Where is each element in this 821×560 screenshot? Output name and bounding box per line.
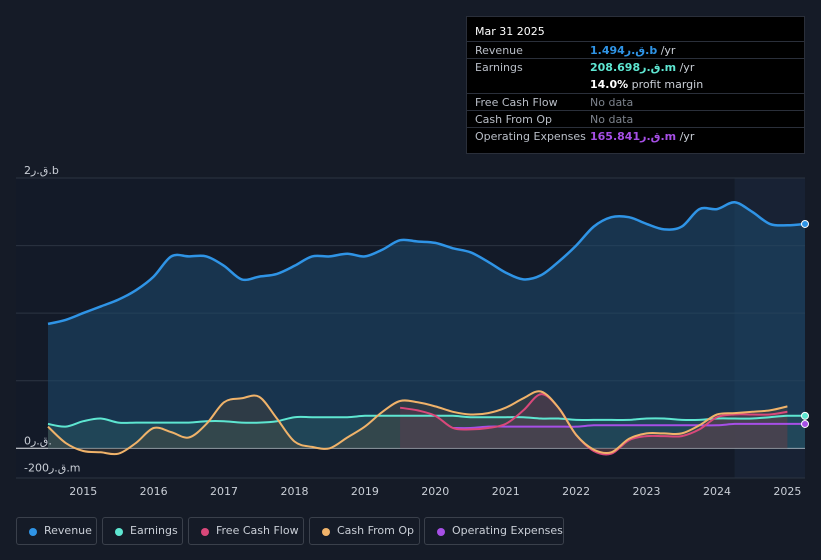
revenue-area <box>48 202 805 449</box>
legend-item-operating-expenses[interactable]: Operating Expenses <box>424 517 564 545</box>
x-axis-label: 2019 <box>351 485 379 498</box>
tooltip-date: Mar 31 2025 <box>475 25 545 38</box>
tooltip-label: Cash From Op <box>475 113 553 126</box>
legend-item-revenue[interactable]: Revenue <box>16 517 97 545</box>
tooltip-value: 1.494ق.ر.b <box>590 44 658 57</box>
operating-expenses-line <box>452 422 805 430</box>
operating-expenses-dot-icon <box>437 528 445 536</box>
legend-label: Free Cash Flow <box>216 524 299 537</box>
x-axis-label: 2018 <box>280 485 308 498</box>
legend-label: Revenue <box>44 524 92 537</box>
legend-item-earnings[interactable]: Earnings <box>102 517 183 545</box>
revenue-end-marker <box>801 219 809 228</box>
tooltip-value: 165.841ق.ر.m <box>590 130 677 143</box>
tooltip-unit: /yr <box>676 61 695 74</box>
tooltip-value: No data <box>590 96 634 109</box>
tooltip-row-free-cash-flow: Free Cash Flow No data <box>467 93 804 111</box>
operating-expenses-end-marker <box>801 419 809 428</box>
x-axis-label: 2021 <box>492 485 520 498</box>
legend-label: Cash From Op <box>337 524 415 537</box>
cash-from-op-area <box>48 391 788 455</box>
tooltip-row-revenue: Revenue 1.494ق.ر.b /yr <box>467 41 804 59</box>
free-cash-flow-line <box>399 393 788 456</box>
x-axis-label: 2024 <box>703 485 731 498</box>
free-cash-flow-dot-icon <box>201 528 209 536</box>
tooltip-label: Earnings <box>475 61 523 74</box>
cash-from-op-dot-icon <box>322 528 330 536</box>
tooltip-label: Free Cash Flow <box>475 96 558 109</box>
free-cash-flow-area <box>400 394 788 455</box>
profit-margin-label: profit margin <box>628 78 704 91</box>
tooltip-row-operating-expenses: Operating Expenses 165.841ق.ر.m /yr <box>467 127 804 145</box>
x-axis-label: 2023 <box>633 485 661 498</box>
profit-margin: 14.0% profit margin <box>590 78 703 91</box>
tooltip-label: Operating Expenses <box>475 130 586 143</box>
tooltip-unit: /yr <box>657 44 676 57</box>
x-axis-label: 2016 <box>140 485 168 498</box>
tooltip-unit: /yr <box>676 130 695 143</box>
legend-label: Earnings <box>130 524 178 537</box>
x-axis-label: 2022 <box>562 485 590 498</box>
profit-margin-value: 14.0% <box>590 78 629 91</box>
legend-item-free-cash-flow[interactable]: Free Cash Flow <box>188 517 304 545</box>
revenue-dot-icon <box>29 528 37 536</box>
x-axis-label: 2015 <box>69 485 97 498</box>
data-tooltip: Mar 31 2025 Revenue 1.494ق.ر.b /yr Earni… <box>466 16 805 154</box>
cash-from-op-line <box>47 390 788 456</box>
tooltip-value: 208.698ق.ر.m <box>590 61 677 74</box>
earnings-line <box>47 414 806 428</box>
y-axis-label: 0ق.ر. <box>24 434 52 447</box>
tooltip-label: Revenue <box>475 44 523 57</box>
x-axis-label: 2017 <box>210 485 238 498</box>
y-axis-label: 2ق.ر.b <box>24 164 59 177</box>
y-axis-label: -200ق.ر.m <box>24 461 81 474</box>
earnings-area <box>48 415 805 449</box>
tooltip-row-earnings: Earnings 208.698ق.ر.m /yr 14.0% profit m… <box>467 58 804 94</box>
tooltip-row-cash-from-op: Cash From Op No data <box>467 110 804 128</box>
legend-item-cash-from-op[interactable]: Cash From Op <box>309 517 420 545</box>
x-axis-label: 2025 <box>773 485 801 498</box>
earnings-end-marker <box>801 411 809 420</box>
revenue-line <box>47 201 806 326</box>
legend-label: Operating Expenses <box>452 524 563 537</box>
earnings-dot-icon <box>115 528 123 536</box>
x-axis-label: 2020 <box>421 485 449 498</box>
tooltip-value: No data <box>590 113 634 126</box>
